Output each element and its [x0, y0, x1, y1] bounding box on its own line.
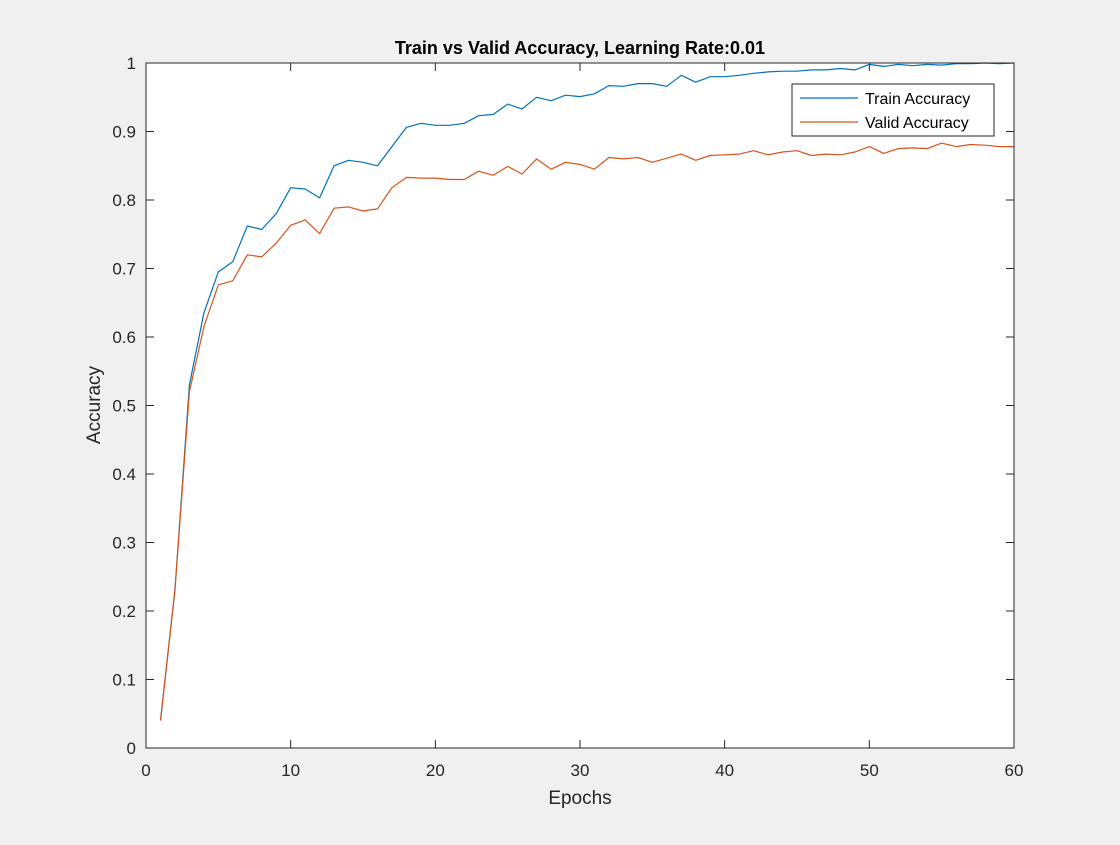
x-tick-label: 0 — [141, 761, 150, 780]
x-axis-ticks: 0 10 20 30 40 50 60 — [141, 63, 1023, 780]
y-tick-label: 0.6 — [112, 328, 136, 347]
y-axis-ticks: 0 0.1 0.2 0.3 0.4 0.5 0.6 0.7 0.8 0.9 1 — [112, 54, 1014, 758]
series-line-valid-accuracy — [159, 142, 1014, 721]
x-tick-label: 20 — [426, 761, 445, 780]
series-layer — [159, 62, 1015, 721]
legend-box — [791, 83, 995, 137]
x-tick-label: 40 — [715, 761, 734, 780]
legend-label-train: Train Accuracy — [865, 91, 970, 108]
y-tick-label: 0.5 — [112, 397, 136, 416]
x-tick-label: 10 — [281, 761, 300, 780]
series-line-train-accuracy — [159, 62, 1015, 721]
plot-area — [146, 63, 1014, 748]
y-tick-label: 0.9 — [112, 123, 136, 142]
x-axis-label: Epochs — [548, 788, 611, 809]
y-tick-label: 0.8 — [112, 191, 136, 210]
y-tick-label: 0.2 — [112, 602, 136, 621]
y-tick-label: 0 — [127, 739, 136, 758]
x-tick-label: 30 — [571, 761, 590, 780]
y-tick-label: 0.1 — [112, 671, 136, 690]
y-tick-label: 0.4 — [112, 465, 136, 484]
y-tick-label: 0.3 — [112, 534, 136, 553]
legend[interactable]: Train Accuracy Valid Accuracy — [791, 83, 995, 137]
y-axis-label: Accuracy — [84, 365, 105, 444]
chart-title: Train vs Valid Accuracy, Learning Rate:0… — [395, 38, 765, 58]
x-tick-label: 60 — [1005, 761, 1024, 780]
y-tick-label: 0.7 — [112, 260, 136, 279]
x-tick-label: 50 — [860, 761, 879, 780]
legend-label-valid: Valid Accuracy — [865, 115, 969, 132]
y-tick-label: 1 — [127, 54, 136, 73]
